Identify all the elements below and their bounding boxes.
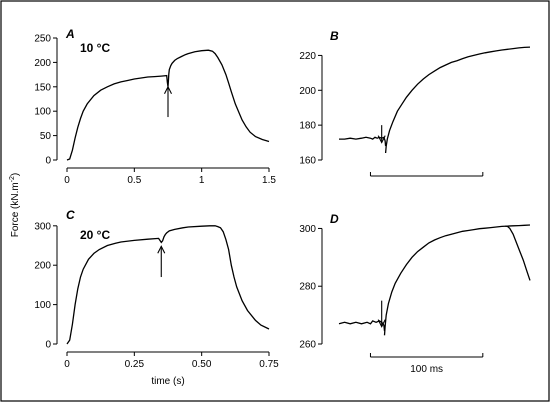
panel-c: 0 100 200 300 0 0.25 0.50 0.75 time (s) C 20 °C	[34, 208, 279, 387]
panel-label: D	[330, 212, 339, 226]
y-tick-label: 260	[299, 340, 316, 351]
x-tick-label: 0	[64, 359, 70, 370]
x-tick-label: 1	[199, 175, 205, 186]
force-trace	[505, 225, 531, 281]
x-tick-label: 0.5	[127, 175, 141, 186]
x-tick-label: 0.50	[192, 359, 212, 370]
x-axis-title: time (s)	[151, 376, 184, 387]
temperature-label: 10 °C	[80, 41, 110, 55]
y-axis-title: Force (kN.m-2)	[9, 173, 21, 238]
x-tick-label: 0	[64, 175, 70, 186]
y-tick-label: 300	[34, 221, 51, 232]
panel-label: C	[66, 208, 75, 222]
force-trace	[384, 46, 531, 154]
y-tick-label: 200	[34, 58, 51, 69]
y-tick-label: 100	[34, 300, 51, 311]
y-tick-label: 180	[299, 121, 316, 132]
y-tick-label: 220	[299, 51, 316, 62]
y-tick-label: 0	[45, 156, 51, 167]
panel-label: A	[65, 27, 75, 41]
y-tick-label: 160	[299, 156, 316, 167]
y-tick-label: 280	[299, 282, 316, 293]
arrow-head	[164, 85, 172, 95]
panel-label: B	[330, 29, 339, 43]
arrow-head	[377, 319, 386, 328]
x-tick-label: 0.75	[259, 359, 279, 370]
y-tick-label: 150	[34, 82, 51, 93]
force-trace	[339, 136, 387, 147]
y-tick-label: 0	[45, 340, 51, 351]
y-tick-label: 200	[34, 261, 51, 272]
scale-bar-label: 100 ms	[410, 364, 443, 375]
arrow-head	[377, 135, 386, 144]
panels: 0 50 100 150 200 250 0 0.5 1 1.5 A 10 °C 160 180 200 22…	[34, 27, 531, 387]
x-tick-label: 0.25	[125, 359, 145, 370]
temperature-label: 20 °C	[80, 228, 110, 242]
y-tick-label: 250	[34, 34, 51, 45]
force-trace	[66, 225, 270, 345]
panel-a: 0 50 100 150 200 250 0 0.5 1 1.5 A 10 °C	[34, 27, 276, 186]
y-tick-label: 300	[299, 224, 316, 235]
force-trace	[66, 49, 270, 161]
force-trace	[383, 224, 531, 336]
panel-d: 260 280 300 100 ms D	[299, 212, 531, 375]
panel-b: 160 180 200 220 B	[299, 29, 531, 177]
y-tick-label: 100	[34, 107, 51, 118]
arrow-head	[157, 245, 166, 254]
y-tick-label: 50	[40, 131, 52, 142]
x-tick-label: 1.5	[262, 175, 276, 186]
y-tick-label: 200	[299, 86, 316, 97]
